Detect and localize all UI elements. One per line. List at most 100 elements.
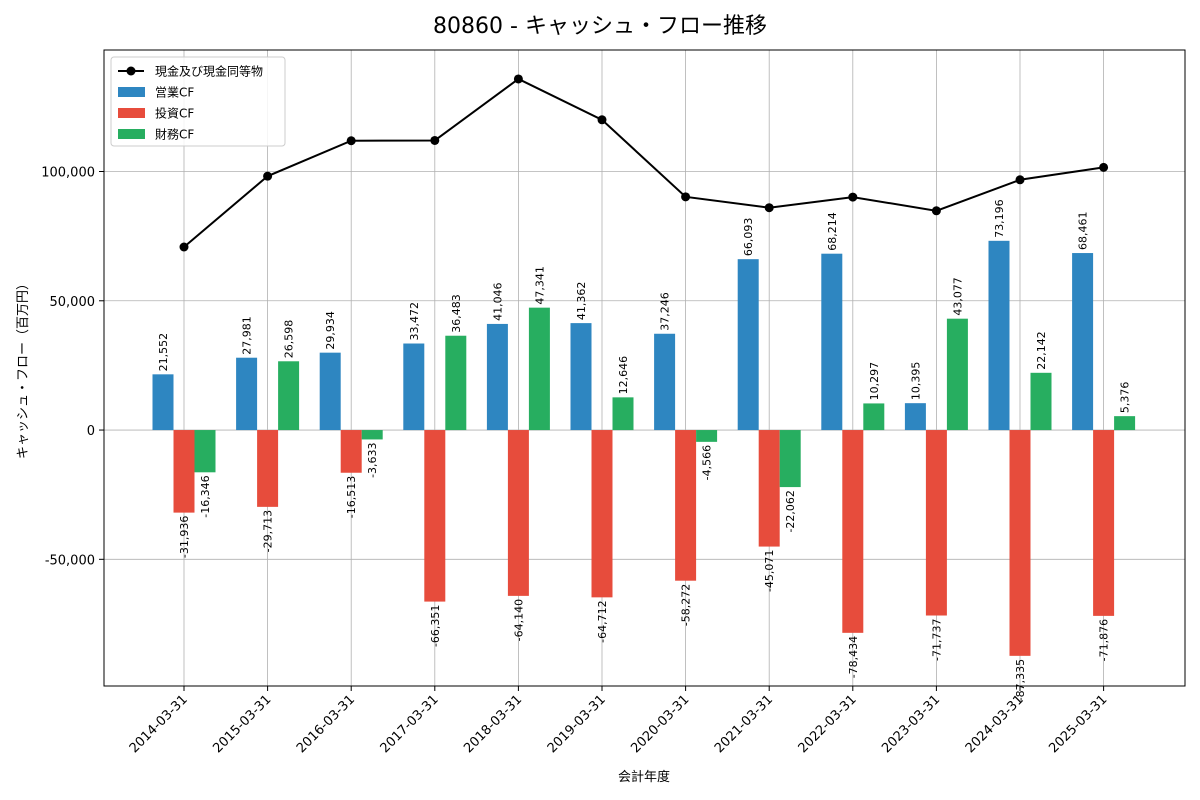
x-tick-label: 2014-03-31 xyxy=(127,692,191,756)
data-label: 47,341 xyxy=(533,266,546,305)
bar-投資CF xyxy=(925,430,947,616)
line-point xyxy=(1015,175,1025,185)
line-point xyxy=(346,136,356,146)
data-label: -78,434 xyxy=(847,636,860,678)
x-tick-label: 2022-03-31 xyxy=(796,692,860,756)
line-point xyxy=(848,192,858,202)
bar-財務CF xyxy=(612,397,634,431)
bar-営業CF xyxy=(152,374,174,431)
legend-marker xyxy=(126,66,136,76)
bar-投資CF xyxy=(507,430,529,596)
legend-swatch xyxy=(118,87,145,97)
x-tick-label: 2021-03-31 xyxy=(712,692,776,756)
data-label: 21,552 xyxy=(157,333,170,372)
y-tick-label: 0 xyxy=(87,424,95,439)
data-label: 68,214 xyxy=(826,212,839,251)
x-tick-label: 2020-03-31 xyxy=(628,692,692,756)
bar-投資CF xyxy=(675,430,697,581)
bar-営業CF xyxy=(403,343,425,431)
bar-営業CF xyxy=(236,357,258,431)
bar-財務CF xyxy=(946,318,968,431)
y-axis-label: キャッシュ・フロー（百万円） xyxy=(16,277,31,459)
line-point xyxy=(681,192,691,202)
data-label: -31,936 xyxy=(178,516,191,558)
data-label: -4,566 xyxy=(701,445,714,480)
data-label: 36,483 xyxy=(450,294,463,333)
data-label: 41,362 xyxy=(575,282,588,321)
bar-投資CF xyxy=(591,430,613,598)
data-label: 5,376 xyxy=(1119,382,1132,414)
legend-label: 投資CF xyxy=(155,106,194,121)
bar-財務CF xyxy=(194,430,216,473)
bar-財務CF xyxy=(779,430,801,488)
bar-財務CF xyxy=(361,430,383,440)
bar-投資CF xyxy=(257,430,279,507)
bar-投資CF xyxy=(173,430,195,513)
data-label: -71,876 xyxy=(1098,619,1111,661)
line-point xyxy=(931,206,941,216)
bar-財務CF xyxy=(696,430,718,442)
x-tick-label: 2016-03-31 xyxy=(294,692,358,756)
bar-投資CF xyxy=(340,430,362,473)
data-label: 29,934 xyxy=(324,311,337,350)
data-label: -64,140 xyxy=(512,599,525,641)
x-tick-label: 2025-03-31 xyxy=(1046,692,1110,756)
data-label: -16,346 xyxy=(199,475,212,517)
y-tick-label: -50,000 xyxy=(45,553,95,568)
data-label: -64,712 xyxy=(596,600,609,642)
data-label: 26,598 xyxy=(283,320,296,359)
data-label: -29,713 xyxy=(262,510,275,552)
line-point xyxy=(263,171,273,181)
data-label: 27,981 xyxy=(241,316,254,355)
bar-営業CF xyxy=(988,240,1010,431)
line-point xyxy=(597,115,607,125)
y-tick-label: 100,000 xyxy=(41,166,95,181)
line-point xyxy=(513,74,523,84)
line-cash-equivalents xyxy=(183,77,1104,248)
x-tick-label: 2018-03-31 xyxy=(461,692,525,756)
x-axis-label: 会計年度 xyxy=(618,769,670,785)
x-tick-label: 2017-03-31 xyxy=(378,692,442,756)
bar-営業CF xyxy=(486,323,508,431)
x-tick-label: 2015-03-31 xyxy=(210,692,274,756)
bar-営業CF xyxy=(737,259,759,431)
line-layer xyxy=(179,74,1109,252)
data-label: 12,646 xyxy=(617,356,630,395)
line-point xyxy=(764,203,774,213)
data-label: -45,071 xyxy=(763,550,776,592)
data-label: -58,272 xyxy=(680,584,693,626)
bar-営業CF xyxy=(570,323,592,431)
bar-投資CF xyxy=(424,430,446,602)
plot-frame xyxy=(103,49,1186,687)
x-tick-label: 2019-03-31 xyxy=(545,692,609,756)
bar-layer xyxy=(152,240,1136,656)
data-label: -3,633 xyxy=(366,442,379,477)
data-label-layer: 21,552 27,981 29,934 33,472 41,046 41,362 37,2… xyxy=(157,199,1132,701)
data-label: -71,737 xyxy=(930,619,943,661)
x-tick-label: 2023-03-31 xyxy=(879,692,943,756)
data-label: -22,062 xyxy=(784,490,797,532)
data-label: 41,046 xyxy=(491,282,504,321)
bar-営業CF xyxy=(1072,253,1094,431)
bar-財務CF xyxy=(278,361,300,431)
x-tick-label: 2024-03-31 xyxy=(963,692,1027,756)
data-label: 10,395 xyxy=(909,362,922,401)
legend-label: 現金及び現金同等物 xyxy=(155,64,263,79)
data-label: -16,513 xyxy=(345,476,358,518)
chart-title: 80860 - キャッシュ・フロー推移 xyxy=(433,14,767,39)
data-label: 73,196 xyxy=(993,199,1006,238)
data-label: 43,077 xyxy=(951,277,964,316)
data-label: 37,246 xyxy=(659,292,672,331)
bar-営業CF xyxy=(904,403,926,431)
legend-label: 財務CF xyxy=(155,127,194,142)
legend-box xyxy=(110,56,286,147)
data-label: 22,142 xyxy=(1035,331,1048,370)
data-label: 10,297 xyxy=(868,362,881,401)
data-label: 66,093 xyxy=(742,218,755,257)
data-label: 68,461 xyxy=(1077,212,1090,251)
legend-label: 営業CF xyxy=(155,86,194,100)
bar-営業CF xyxy=(821,253,843,431)
legend-swatch xyxy=(118,108,145,118)
